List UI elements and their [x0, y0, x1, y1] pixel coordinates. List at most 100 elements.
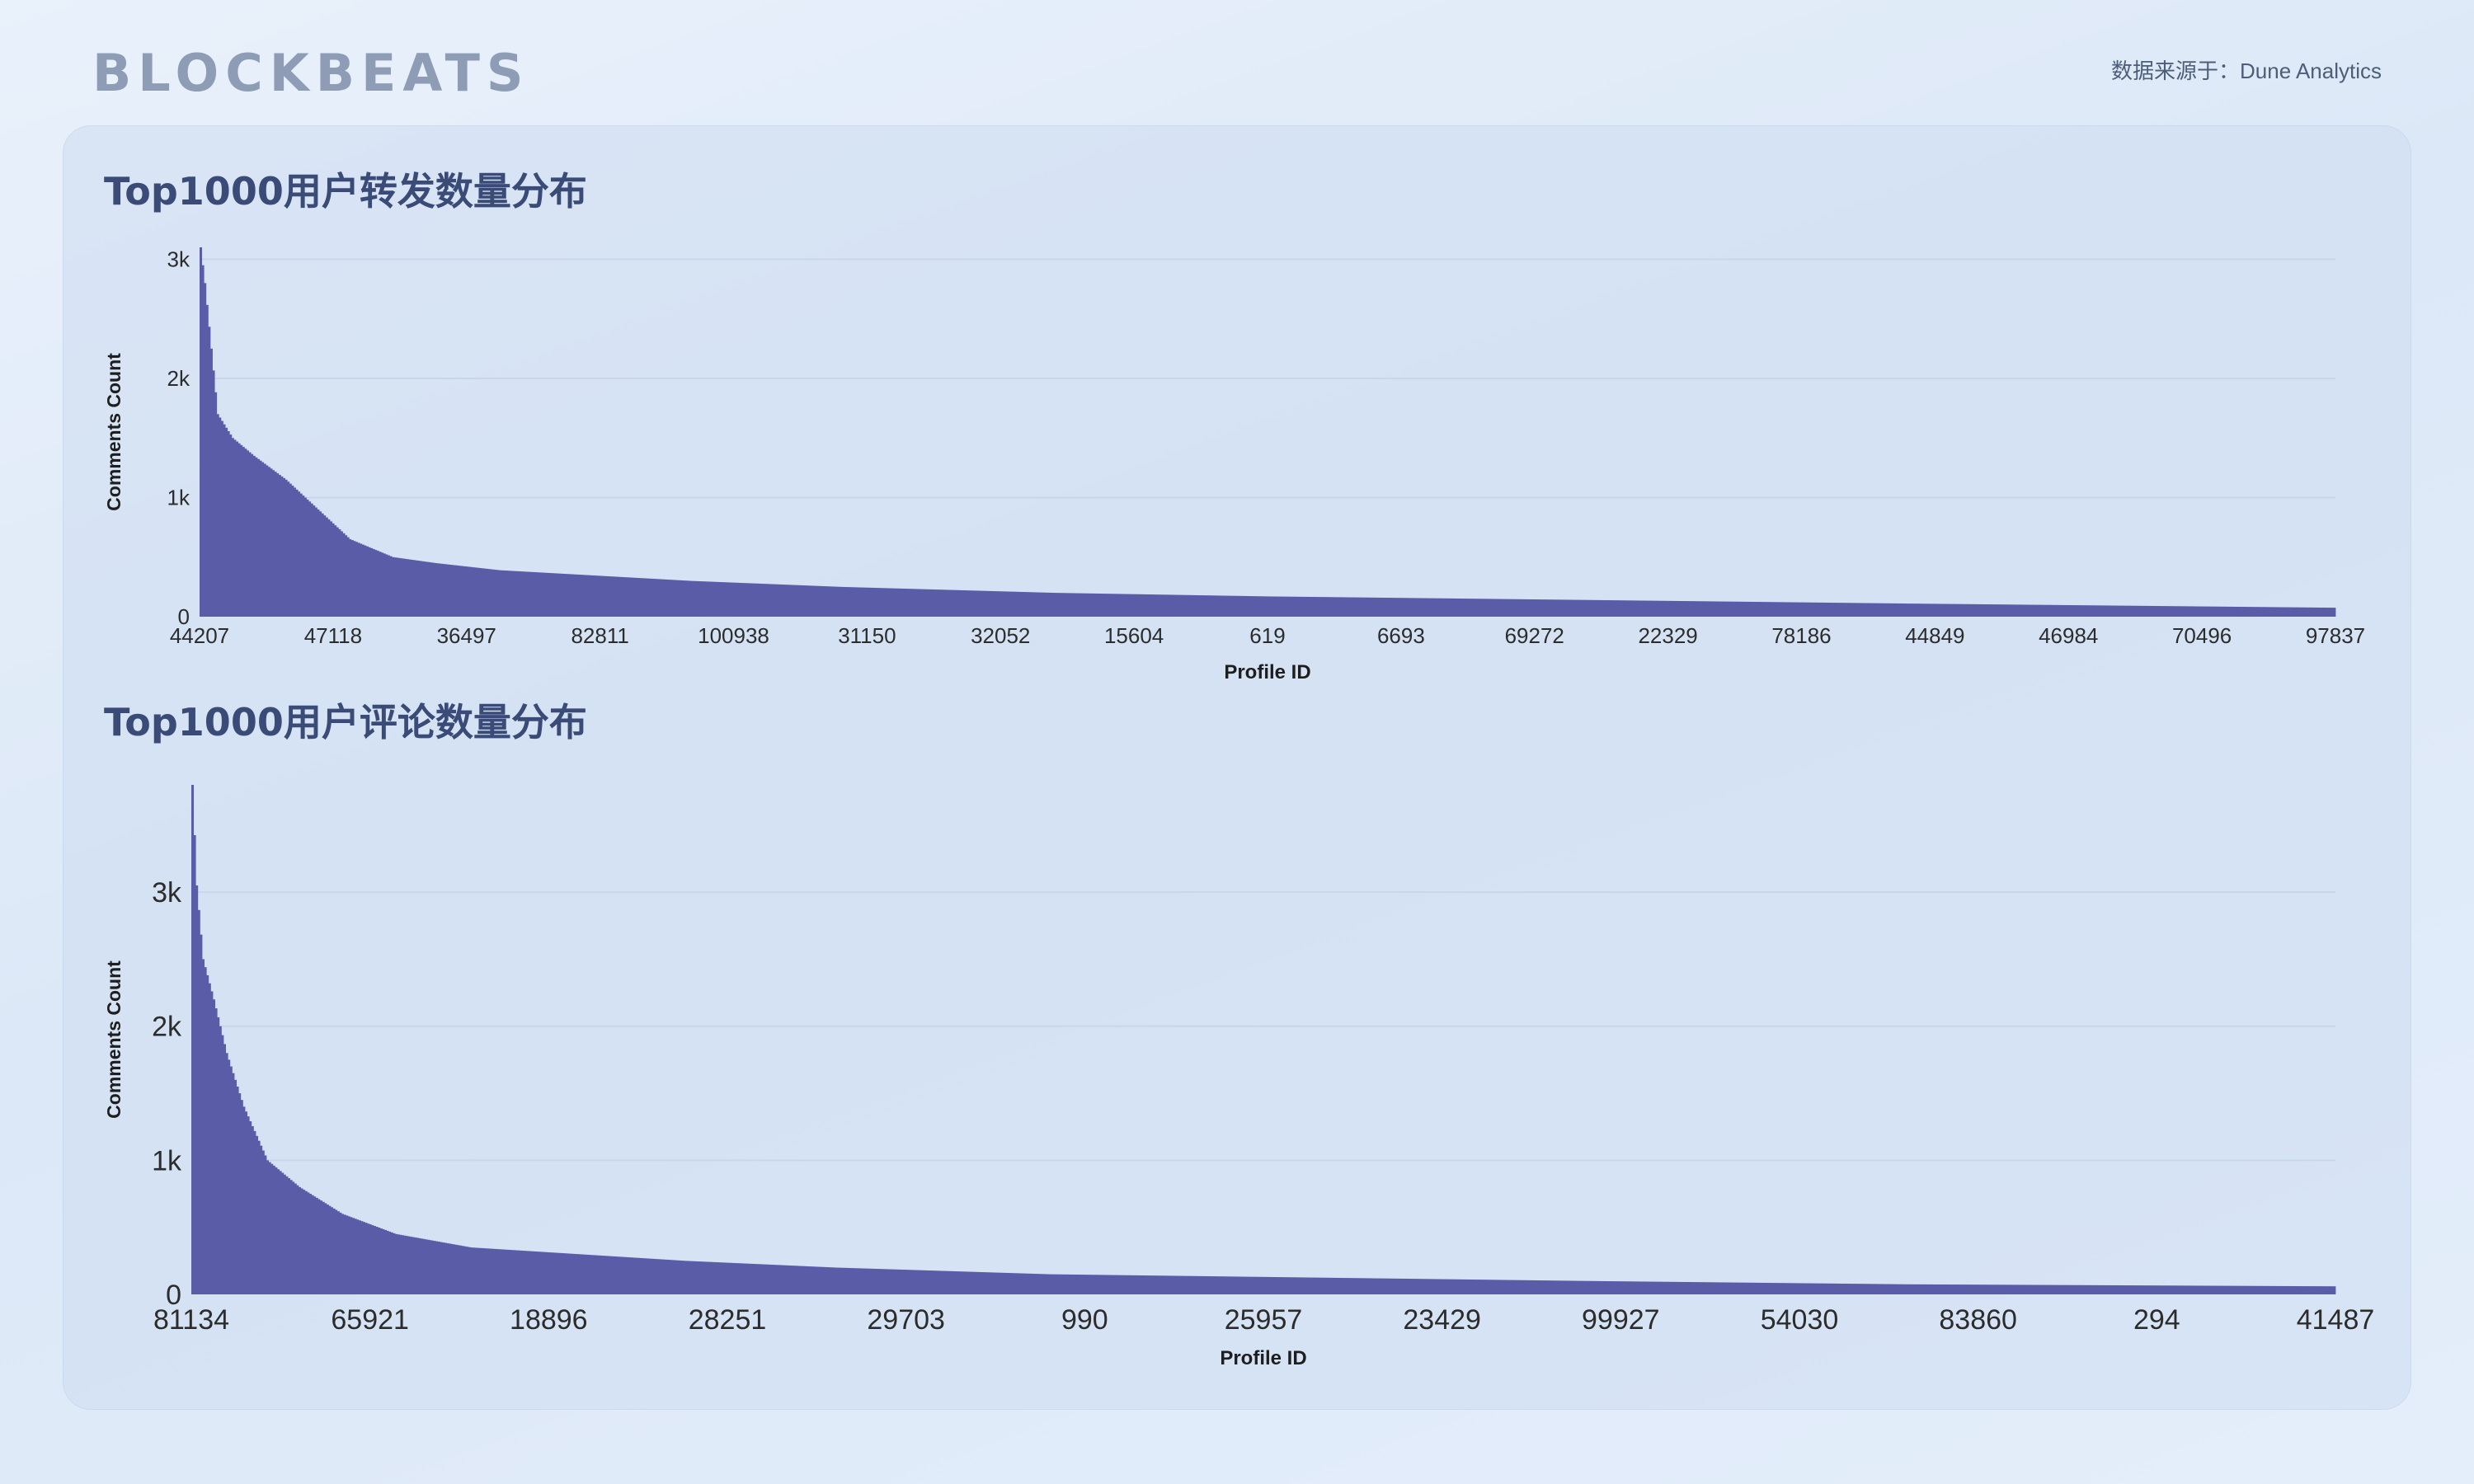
- bar: [760, 1264, 762, 1294]
- bar: [1987, 604, 1990, 617]
- bar: [1333, 597, 1337, 617]
- bar: [819, 585, 822, 617]
- bar: [289, 483, 292, 617]
- bar: [1816, 602, 1819, 617]
- bar: [647, 1258, 651, 1294]
- bar: [1353, 1278, 1357, 1294]
- bar: [2286, 607, 2289, 617]
- bar: [486, 568, 489, 617]
- bar: [423, 561, 426, 617]
- bar: [635, 577, 638, 617]
- bar: [1945, 603, 1948, 617]
- bar: [2307, 607, 2311, 617]
- bar: [1617, 1281, 1620, 1294]
- bar: [1609, 600, 1612, 617]
- bar: [712, 1261, 715, 1294]
- bar: [2243, 1285, 2246, 1294]
- bar: [411, 559, 414, 617]
- bar: [474, 1247, 477, 1294]
- bar: [633, 577, 636, 617]
- bar: [622, 577, 625, 617]
- bar: [847, 1267, 850, 1294]
- bar: [465, 1247, 468, 1294]
- bar: [981, 590, 984, 617]
- bar: [1135, 1275, 1137, 1294]
- bar: [1441, 1279, 1444, 1294]
- bar: [1870, 1284, 1873, 1294]
- bar: [369, 1224, 372, 1294]
- bar: [846, 587, 849, 617]
- bar: [1413, 1279, 1416, 1294]
- bar: [1557, 1280, 1560, 1294]
- bar: [2142, 1285, 2145, 1294]
- x-tick-label: 25957: [1225, 1304, 1303, 1336]
- bar: [1688, 601, 1691, 617]
- bar: [372, 548, 375, 617]
- bar: [2256, 607, 2260, 617]
- bar: [475, 567, 478, 617]
- bar: [236, 441, 239, 617]
- bar: [1718, 601, 1721, 617]
- bar: [1503, 1280, 1507, 1294]
- bar: [866, 587, 869, 617]
- bar: [1407, 1279, 1410, 1294]
- bar: [1182, 594, 1185, 617]
- bar: [1197, 595, 1200, 617]
- bar: [1269, 1276, 1272, 1294]
- bar: [584, 575, 587, 617]
- bar: [931, 1270, 934, 1294]
- bar: [1252, 596, 1255, 617]
- x-tick-label: 29703: [867, 1304, 945, 1336]
- bar: [1793, 602, 1796, 617]
- bar: [2262, 1285, 2265, 1294]
- bar: [390, 1232, 393, 1294]
- bar: [1746, 601, 1749, 617]
- bar: [1126, 594, 1130, 617]
- bar: [1644, 1281, 1648, 1294]
- bar: [1156, 1275, 1159, 1294]
- bar: [1475, 1280, 1479, 1294]
- bar: [1715, 601, 1719, 617]
- bar: [386, 1230, 389, 1294]
- bar: [684, 580, 687, 617]
- bar: [1598, 599, 1602, 617]
- bar: [400, 558, 403, 617]
- bar: [1179, 594, 1183, 617]
- bar: [1536, 599, 1540, 617]
- bar: [1032, 1273, 1035, 1294]
- bar: [637, 578, 640, 617]
- bar: [1437, 1279, 1440, 1294]
- bar: [2325, 1286, 2327, 1294]
- bar: [1692, 601, 1696, 617]
- bar: [614, 576, 617, 617]
- bar: [1328, 1277, 1330, 1294]
- bar: [792, 1266, 794, 1294]
- bar: [313, 505, 316, 617]
- bar: [1546, 1280, 1550, 1294]
- bar: [1780, 602, 1783, 617]
- bar: [832, 1267, 835, 1294]
- bar: [1225, 595, 1228, 617]
- bar: [1476, 599, 1479, 617]
- bar: [1616, 600, 1619, 617]
- bar: [721, 1262, 724, 1294]
- bar: [1362, 1278, 1365, 1294]
- bar: [839, 1267, 842, 1294]
- bar: [389, 556, 393, 617]
- bar: [1893, 603, 1896, 617]
- bar: [2051, 604, 2054, 617]
- bar: [249, 1121, 252, 1294]
- bar: [1608, 1281, 1611, 1294]
- bar: [1182, 1275, 1185, 1294]
- bar: [204, 283, 207, 617]
- bar: [778, 584, 781, 617]
- bar: [2017, 604, 2020, 617]
- bar: [1501, 1280, 1504, 1294]
- bar: [1908, 1284, 1912, 1294]
- bar: [979, 590, 982, 617]
- bar: [454, 1244, 458, 1294]
- bar: [1891, 1284, 1894, 1294]
- bar: [1934, 1284, 1937, 1294]
- bar: [2048, 604, 2052, 617]
- bar: [476, 1247, 479, 1294]
